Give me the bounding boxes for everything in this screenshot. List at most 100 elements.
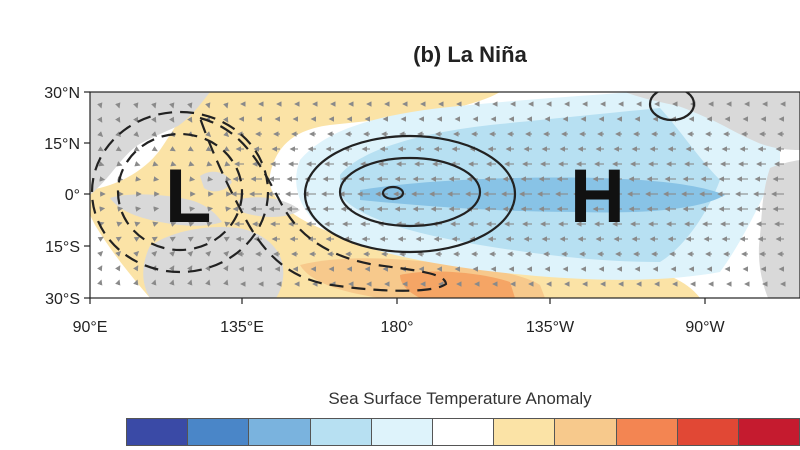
colorbar-swatch — [310, 419, 372, 445]
colorbar-swatch — [555, 419, 617, 445]
wind-vector-arrow — [97, 116, 103, 123]
wind-vector-arrow — [189, 176, 196, 182]
lat-label: 15°N — [44, 136, 80, 153]
wind-vector-arrow — [207, 206, 214, 212]
wind-vector-arrow — [187, 250, 194, 257]
wind-vector-arrow — [205, 236, 212, 242]
wind-vector-arrow — [133, 236, 140, 242]
wind-vector-arrow — [169, 146, 176, 152]
wind-vector-arrow — [97, 265, 103, 272]
wind-vector-arrow — [116, 221, 123, 227]
wind-vector-arrow — [97, 131, 104, 138]
wind-vector-arrow — [189, 206, 196, 212]
wind-vector-arrow — [152, 221, 159, 227]
colorbar-swatch — [432, 419, 495, 445]
lat-label: 0° — [65, 187, 80, 204]
wind-vector-arrow — [224, 161, 231, 167]
wind-vector-arrow — [187, 146, 194, 152]
wind-vector-arrow — [187, 236, 194, 242]
wind-vector-arrow — [223, 265, 229, 272]
colorbar-swatch — [616, 419, 678, 445]
wind-vector-arrow — [206, 161, 213, 167]
wind-vector-arrow — [98, 221, 105, 227]
colorbar-swatch — [249, 419, 311, 445]
wind-vector-arrow — [223, 146, 230, 152]
wind-vector-arrow — [153, 206, 160, 212]
lon-label: 135°E — [220, 319, 264, 336]
wind-vector-arrow — [223, 131, 230, 138]
wind-vector-arrow — [169, 279, 175, 286]
north-america — [625, 92, 800, 150]
wind-vector-arrow — [151, 250, 158, 257]
maritime-continent-islands — [110, 171, 300, 226]
australia — [143, 226, 284, 298]
wind-vector-arrow — [151, 146, 158, 152]
wind-vector-arrow — [187, 265, 193, 272]
wind-vector-arrow — [151, 102, 157, 109]
wind-vector-arrow — [116, 161, 123, 167]
wind-vector-arrow — [133, 102, 139, 109]
wind-vector-arrow — [97, 236, 104, 242]
pressure-contours — [90, 92, 696, 292]
wind-vector-arrow — [206, 221, 213, 227]
wind-vector-arrow — [133, 250, 140, 257]
wind-vector-arrow — [115, 265, 121, 272]
wind-vector-arrow — [171, 176, 178, 182]
wind-vector-arrow — [135, 176, 142, 182]
wind-vector-arrow — [188, 161, 195, 167]
wind-vector-arrow — [115, 279, 121, 286]
wind-vector-arrow — [97, 279, 103, 286]
lat-label: 15°S — [45, 239, 80, 256]
wind-vector-arrow — [133, 265, 139, 272]
wind-vector-arrow — [187, 116, 193, 123]
wind-vector-arrow — [99, 206, 106, 212]
wind-vector-arrow — [223, 236, 230, 242]
wind-vector-arrow — [225, 206, 232, 212]
wind-vector-arrow — [115, 250, 122, 257]
wind-vector-arrow — [133, 279, 139, 286]
wind-vector-arrow — [223, 250, 230, 257]
sst-anomaly-colorbar — [126, 418, 800, 446]
high-contour-inner — [381, 185, 405, 201]
lon-label: 90°W — [685, 319, 725, 336]
wind-vector-arrow — [170, 161, 177, 167]
wind-vector-arrow — [205, 131, 212, 138]
colorbar-swatch — [677, 419, 739, 445]
lon-label: 135°W — [526, 319, 575, 336]
colorbar-swatch — [371, 419, 433, 445]
wind-vector-arrow — [133, 116, 139, 123]
wind-vector-arrow — [223, 279, 229, 286]
wind-vector-arrow — [187, 102, 193, 109]
wind-vector-arrow — [169, 250, 176, 257]
low-contour-outer — [90, 110, 270, 274]
wind-vector-arrow — [207, 176, 214, 182]
colorbar-swatch — [738, 419, 800, 445]
map-title: (b) La Niña — [413, 42, 527, 67]
wind-vector-arrow — [151, 116, 157, 123]
wind-vector-arrow — [169, 102, 175, 109]
wind-vector-arrow — [115, 131, 122, 138]
legend-title: Sea Surface Temperature Anomaly — [328, 389, 592, 408]
colorbar-swatch — [127, 419, 189, 445]
wind-vector-arrow — [97, 250, 104, 257]
wind-vector-arrow — [205, 146, 212, 152]
wind-vector-arrow — [133, 146, 140, 152]
north-america-contour — [648, 92, 696, 122]
wind-vector-arrow — [115, 116, 121, 123]
la-nina-map: L H 30°N 15°N 0° 15°S 30°S 90°E 135°E 18… — [44, 85, 800, 336]
wind-vector-arrow — [169, 116, 175, 123]
low-contour-mid — [116, 132, 244, 252]
low-pressure-label: L — [165, 154, 211, 239]
wind-vector-arrow — [225, 176, 232, 182]
wind-vector-arrow — [153, 176, 160, 182]
wind-vector-arrow — [223, 102, 229, 109]
wind-vector-arrow — [133, 131, 140, 138]
wind-vector-arrow — [171, 206, 178, 212]
wind-vector-arrow — [117, 206, 124, 212]
wind-vector-arrow — [223, 116, 229, 123]
wind-vector-arrow — [151, 236, 158, 242]
wind-vector-arrow — [151, 131, 158, 138]
wind-vector-arrow — [99, 176, 106, 182]
wind-vector-arrow — [98, 161, 105, 167]
lon-label: 180° — [380, 319, 413, 336]
